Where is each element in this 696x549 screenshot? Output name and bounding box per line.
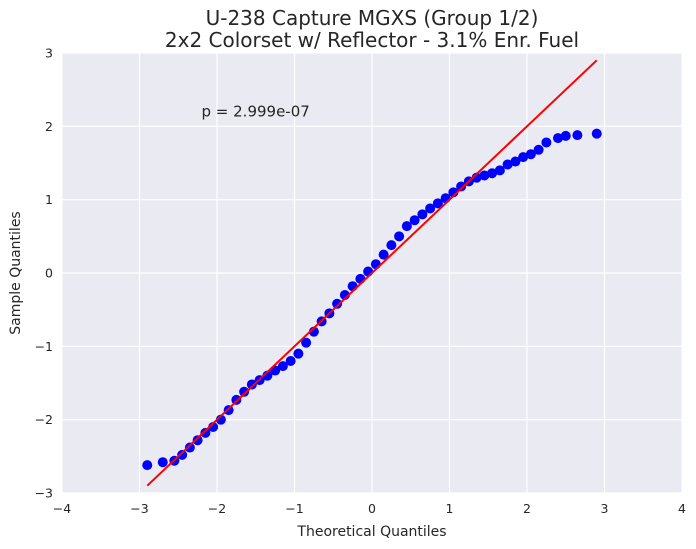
data-point (518, 152, 529, 163)
x-tick-label: −3 (130, 501, 148, 516)
data-point (184, 442, 195, 453)
data-point (417, 209, 428, 220)
x-tick-label: 4 (678, 501, 686, 516)
p-value-annotation: p = 2.999e-07 (202, 103, 310, 121)
data-point (142, 460, 153, 471)
data-point (355, 273, 366, 284)
data-point (277, 361, 288, 372)
x-tick-label: −4 (53, 501, 71, 516)
data-point (378, 249, 389, 260)
data-point (347, 281, 358, 292)
data-point (525, 149, 536, 160)
data-point (285, 356, 296, 366)
data-point (541, 137, 552, 148)
data-point (572, 130, 583, 141)
x-tick-label: 0 (368, 501, 376, 516)
x-tick-label: 3 (601, 501, 609, 516)
data-point (432, 198, 443, 209)
data-point (502, 159, 513, 170)
x-tick-label: −2 (208, 501, 226, 516)
data-point (246, 379, 257, 390)
x-axis-label: Theoretical Quantiles (296, 524, 446, 540)
data-point (456, 181, 467, 192)
data-point (301, 337, 312, 348)
x-tick-labels: −4 −3 −2 −1 0 1 2 3 4 (53, 501, 686, 516)
data-point (386, 240, 397, 251)
data-point (494, 165, 505, 176)
data-point (591, 128, 602, 139)
x-tick-label: 2 (523, 501, 531, 516)
x-tick-label: 1 (446, 501, 454, 516)
data-point (363, 266, 374, 277)
data-point (370, 259, 381, 270)
data-point (533, 144, 544, 155)
reference-line (146, 59, 598, 487)
data-point (239, 386, 250, 397)
data-point (332, 298, 343, 309)
y-tick-label: 3 (45, 46, 53, 61)
data-point (510, 156, 521, 167)
data-point (192, 435, 203, 446)
data-point (560, 130, 571, 141)
data-point (487, 168, 498, 179)
y-tick-label: −3 (35, 486, 53, 501)
y-axis-label: Sample Quantiles (8, 211, 24, 334)
y-tick-label: −2 (35, 412, 53, 427)
y-gridlines (62, 52, 682, 494)
chart-title-line-2: 2x2 Colorset w/ Reflector - 3.1% Enr. Fu… (165, 28, 579, 52)
data-point (293, 348, 304, 359)
data-point (479, 170, 490, 181)
data-point (401, 221, 412, 232)
data-point (409, 215, 420, 226)
x-tick-label: −1 (285, 501, 303, 516)
data-point (394, 231, 405, 242)
y-tick-labels: −3 −2 −1 0 1 2 3 (35, 46, 53, 501)
data-point (200, 427, 211, 438)
y-tick-label: 2 (45, 119, 53, 134)
y-tick-label: 0 (45, 266, 53, 281)
data-point (177, 449, 188, 460)
chart-title-line-1: U-238 Capture MGXS (Group 1/2) (206, 6, 539, 30)
data-point (425, 203, 436, 214)
y-tick-label: 1 (45, 192, 53, 207)
data-point (553, 133, 563, 144)
data-points (142, 128, 602, 471)
y-tick-label: −1 (35, 339, 53, 354)
data-point (157, 457, 168, 468)
